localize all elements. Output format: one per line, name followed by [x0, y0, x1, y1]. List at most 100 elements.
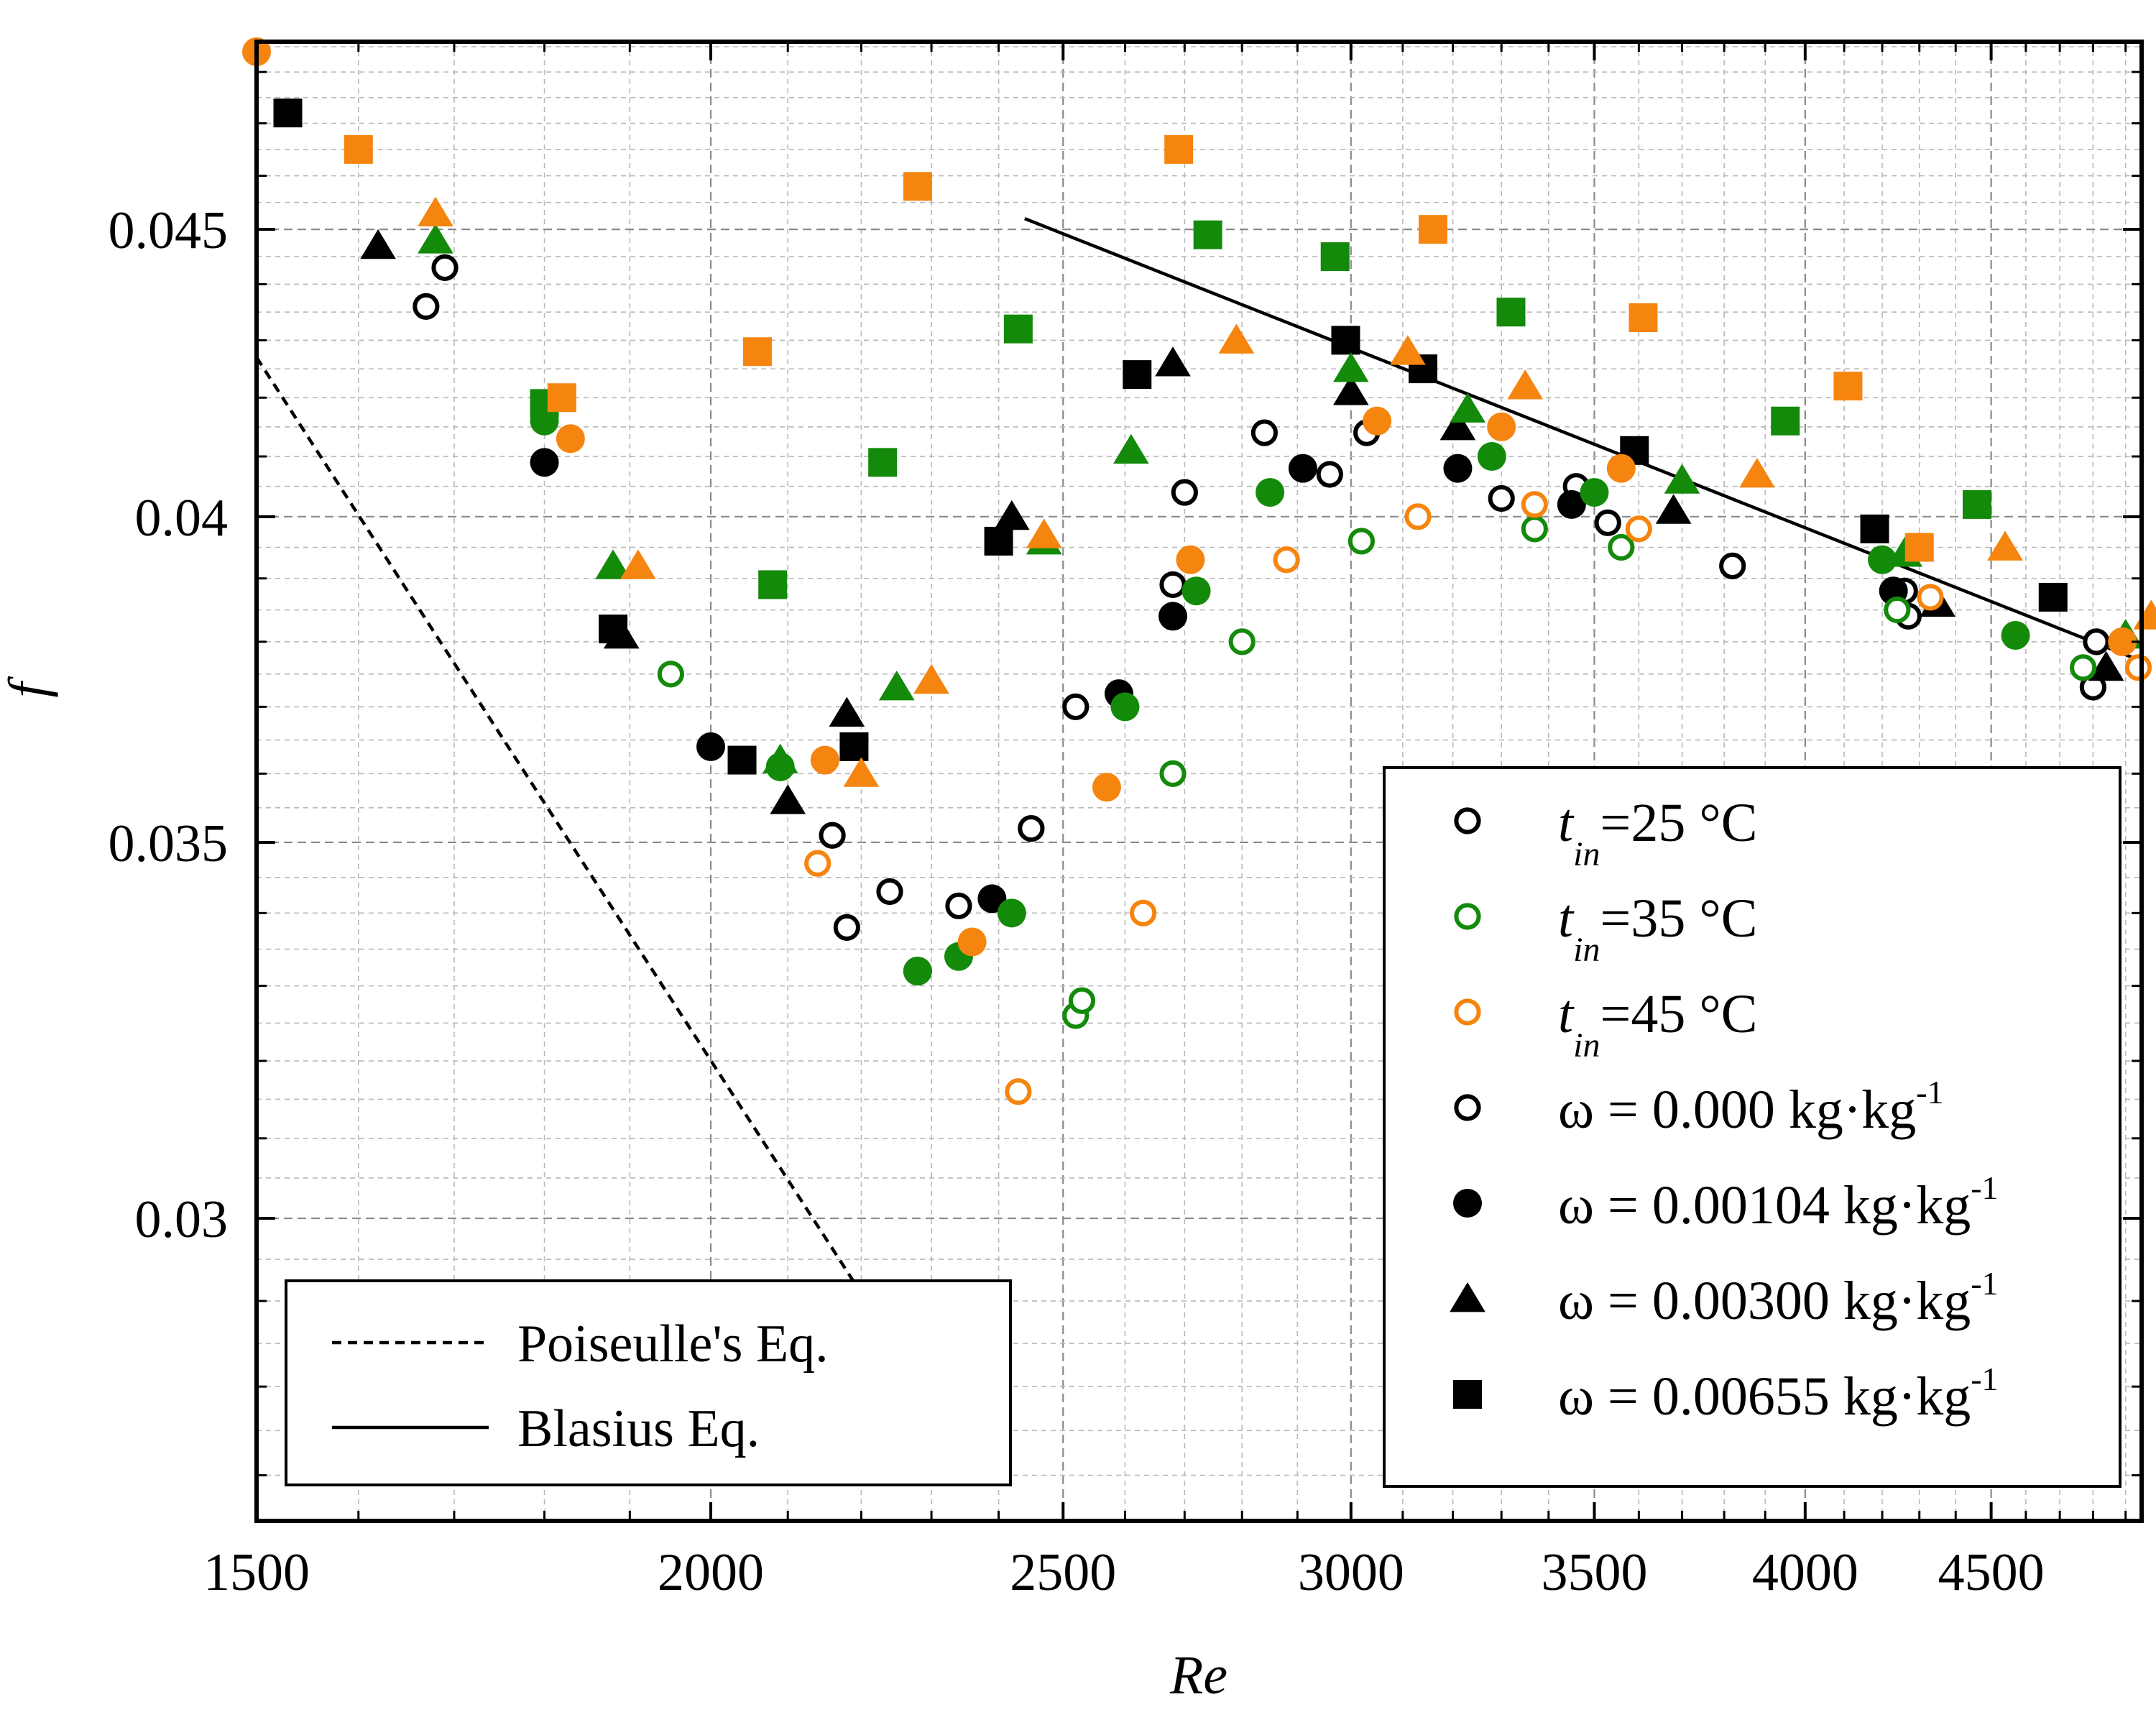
data-point-triangle	[2088, 650, 2124, 681]
data-point-square	[1833, 372, 1863, 401]
data-point-triangle	[1450, 392, 1485, 423]
data-point-triangle	[1987, 530, 2023, 561]
data-point-circle	[1557, 489, 1586, 519]
x-tick-label: 4000	[1752, 1543, 1858, 1602]
legend-marker	[1453, 1189, 1482, 1218]
y-tick-label: 0.04	[135, 489, 229, 548]
data-point-circle	[810, 745, 839, 775]
data-point-triangle	[418, 224, 453, 254]
data-point-circle-open	[2070, 654, 2097, 681]
data-point-circle-open	[431, 254, 459, 281]
data-point-triangle	[1332, 352, 1369, 382]
legend-label: ω = 0.00300 kg·kg-1	[1558, 1265, 1999, 1331]
data-point-square	[547, 383, 576, 413]
data-point-circle-open	[1488, 484, 1515, 512]
plot-frame	[254, 40, 2144, 1523]
data-point-circle	[1181, 576, 1211, 606]
legend-label: ω = 0.00655 kg·kg-1	[1558, 1361, 1999, 1427]
data-point-triangle	[1507, 369, 1544, 400]
data-point-circle	[1256, 478, 1285, 507]
data-point-circle	[556, 424, 585, 454]
data-point-triangle	[1218, 323, 1255, 354]
data-point-square	[727, 745, 757, 775]
data-point-triangle	[770, 784, 806, 814]
data-point-triangle	[1332, 375, 1369, 405]
data-point-circle-open	[1594, 509, 1621, 536]
y-tick-label: 0.03	[135, 1190, 229, 1249]
legend-equation-label: Blasius Eq.	[517, 1399, 760, 1458]
data-point-circle	[1363, 406, 1392, 436]
legend-label: ω = 0.000 kg·kg-1	[1558, 1074, 1944, 1140]
data-point-triangle	[993, 500, 1030, 530]
data-point-square	[1904, 533, 1934, 562]
data-point-circle	[2108, 627, 2137, 656]
data-point-square	[1123, 360, 1152, 390]
data-point-circle-open	[1159, 760, 1187, 787]
data-point-circle-open	[657, 661, 685, 688]
data-point-circle-open	[1884, 596, 1911, 624]
legend-equations: Poiseulle's Eq. Blasius Eq.	[285, 1279, 1012, 1486]
data-point-circle-open	[833, 914, 860, 941]
legend-label: tin=25 °C	[1558, 793, 1757, 873]
data-point-triangle	[1155, 346, 1191, 377]
data-point-circle	[977, 884, 1007, 914]
data-point-square	[599, 615, 628, 644]
data-point-square	[273, 98, 303, 128]
data-point-circle-open	[876, 878, 903, 906]
legend-equations-box	[285, 1279, 1012, 1486]
data-point-circle-open	[1917, 584, 1944, 611]
data-point-circle-open	[945, 892, 972, 919]
x-tick-label: 3500	[1541, 1543, 1647, 1602]
data-point-circle	[2001, 620, 2030, 650]
data-point-square	[984, 526, 1013, 556]
data-point-circle	[1487, 412, 1516, 441]
data-point-square	[1962, 489, 1991, 519]
data-point-circle	[1092, 773, 1121, 802]
data-point-circle-open	[1719, 552, 1746, 579]
data-point-triangle	[843, 757, 880, 787]
data-point-square	[1164, 134, 1194, 164]
data-point-circle-open	[1062, 693, 1089, 720]
data-point-circle	[1158, 602, 1188, 631]
data-point-square	[1003, 314, 1033, 344]
data-point-circle	[1288, 454, 1317, 483]
y-tick-label: 0.045	[109, 201, 229, 260]
data-point-circle-open	[1404, 503, 1432, 530]
data-point-triangle	[360, 229, 396, 259]
data-point-circle-open	[1348, 528, 1376, 555]
data-point-circle-open	[1273, 546, 1300, 574]
data-point-triangle	[1390, 335, 1426, 365]
data-point-triangle	[829, 696, 865, 727]
data-point-triangle	[1739, 457, 1775, 488]
data-point-square	[1628, 303, 1658, 333]
data-point-circle-open	[1159, 571, 1187, 599]
data-point-circle-open	[1018, 815, 1045, 842]
data-point-circle	[1477, 442, 1506, 472]
data-point-triangle	[595, 549, 631, 579]
data-point-square	[1331, 326, 1360, 355]
data-point-triangle	[418, 196, 453, 227]
data-point-circle-open	[1171, 479, 1198, 506]
legend-marker	[1454, 1094, 1481, 1121]
y-tick-label: 0.035	[109, 814, 229, 873]
data-point-circle-open	[1608, 533, 1635, 561]
data-point-circle	[1176, 545, 1205, 574]
data-point-square	[903, 172, 932, 201]
data-point-circle-open	[1130, 899, 1157, 926]
data-point-triangle	[1664, 464, 1700, 494]
data-point-square	[1193, 220, 1222, 249]
x-tick-label: 3000	[1298, 1543, 1404, 1602]
legend-marker	[1454, 807, 1481, 834]
x-tick-label: 4500	[1938, 1543, 2045, 1602]
data-point-triangle	[1655, 494, 1692, 524]
data-point-square	[839, 732, 869, 761]
data-point-circle-open	[1316, 461, 1343, 488]
data-point-triangle	[1439, 410, 1476, 441]
data-point-triangle	[878, 670, 915, 701]
data-point-circle	[696, 732, 726, 761]
legend-marker	[1453, 1380, 1482, 1409]
data-point-circle	[957, 927, 987, 957]
data-point-square	[344, 134, 373, 164]
data-point-square	[868, 448, 898, 477]
data-point-circle-open	[1250, 419, 1279, 446]
